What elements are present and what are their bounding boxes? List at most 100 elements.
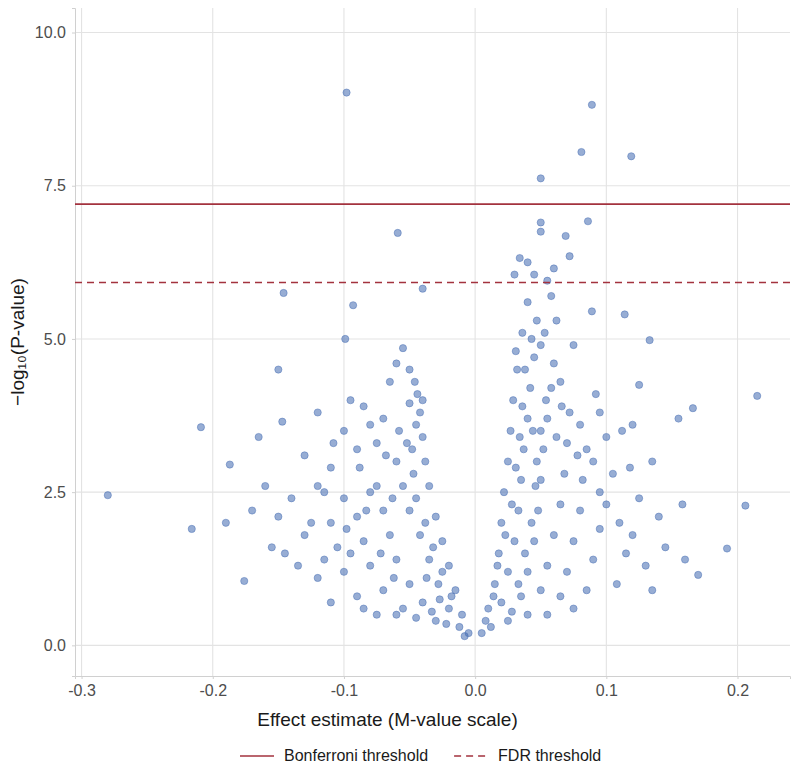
point bbox=[508, 501, 515, 508]
point bbox=[588, 308, 595, 315]
point bbox=[406, 507, 413, 514]
point bbox=[403, 440, 410, 447]
point bbox=[197, 424, 204, 431]
point bbox=[524, 568, 531, 575]
point bbox=[537, 219, 544, 226]
tick: 2.5 bbox=[44, 484, 75, 501]
point bbox=[393, 360, 400, 367]
point bbox=[495, 550, 502, 557]
point bbox=[679, 501, 686, 508]
point bbox=[695, 571, 702, 578]
point bbox=[511, 271, 518, 278]
point bbox=[616, 519, 623, 526]
tick-mark bbox=[82, 676, 83, 679]
point bbox=[343, 525, 350, 532]
point bbox=[535, 507, 542, 514]
point bbox=[576, 507, 583, 514]
point bbox=[314, 409, 321, 416]
grid-line bbox=[75, 338, 790, 339]
grid-line bbox=[81, 8, 82, 676]
tick-label: -0.3 bbox=[68, 682, 96, 699]
grid-line bbox=[737, 8, 738, 676]
point bbox=[590, 556, 597, 563]
point bbox=[603, 501, 610, 508]
point bbox=[327, 519, 334, 526]
point bbox=[428, 608, 435, 615]
point bbox=[504, 617, 511, 624]
y-axis: 0.02.55.07.510.0 bbox=[35, 9, 76, 677]
point bbox=[520, 446, 527, 453]
point bbox=[281, 550, 288, 557]
legend-item: FDR threshold bbox=[454, 747, 601, 764]
point bbox=[380, 415, 387, 422]
point bbox=[603, 433, 610, 440]
threshold-line bbox=[75, 282, 790, 284]
tick: -0.3 bbox=[68, 676, 96, 699]
point bbox=[280, 289, 287, 296]
point bbox=[380, 587, 387, 594]
point bbox=[629, 421, 636, 428]
tick-mark bbox=[475, 676, 476, 679]
point bbox=[537, 175, 544, 182]
point bbox=[373, 482, 380, 489]
point bbox=[294, 562, 301, 569]
grid bbox=[75, 8, 790, 676]
point bbox=[314, 574, 321, 581]
axis-line bbox=[72, 9, 76, 677]
point bbox=[416, 531, 423, 538]
point bbox=[301, 531, 308, 538]
threshold-line bbox=[75, 203, 790, 205]
point bbox=[590, 458, 597, 465]
point bbox=[636, 495, 643, 502]
point bbox=[557, 593, 564, 600]
tick-label: 0.0 bbox=[465, 682, 487, 699]
point bbox=[521, 550, 528, 557]
point bbox=[422, 458, 429, 465]
tick-label: 10.0 bbox=[35, 24, 66, 41]
point bbox=[367, 562, 374, 569]
point bbox=[502, 531, 509, 538]
point bbox=[395, 427, 402, 434]
point bbox=[390, 574, 397, 581]
point bbox=[507, 427, 514, 434]
point bbox=[629, 531, 636, 538]
point bbox=[386, 378, 393, 385]
point bbox=[399, 345, 406, 352]
tick-mark bbox=[344, 676, 345, 679]
point bbox=[566, 253, 573, 260]
point bbox=[413, 614, 420, 621]
grid-line bbox=[75, 492, 790, 493]
point bbox=[353, 446, 360, 453]
point bbox=[327, 464, 334, 471]
tick-label: 0.1 bbox=[596, 682, 618, 699]
point bbox=[609, 470, 616, 477]
point bbox=[553, 433, 560, 440]
point bbox=[413, 421, 420, 428]
point bbox=[521, 366, 528, 373]
grid-line bbox=[212, 8, 213, 676]
point bbox=[675, 415, 682, 422]
point bbox=[574, 452, 581, 459]
point bbox=[380, 507, 387, 514]
point bbox=[377, 550, 384, 557]
point bbox=[426, 482, 433, 489]
point bbox=[426, 556, 433, 563]
point bbox=[321, 489, 328, 496]
point bbox=[541, 329, 548, 336]
legend-item: Bonferroni threshold bbox=[240, 747, 428, 764]
chart: -0.3-0.2-0.10.00.10.20.02.55.07.510.0Eff… bbox=[0, 0, 793, 776]
point bbox=[566, 409, 573, 416]
point bbox=[570, 605, 577, 612]
point bbox=[288, 495, 295, 502]
point bbox=[419, 599, 426, 606]
point bbox=[550, 360, 557, 367]
marks bbox=[75, 89, 790, 640]
point bbox=[343, 89, 350, 96]
point bbox=[350, 302, 357, 309]
point bbox=[222, 519, 229, 526]
legend-label: Bonferroni threshold bbox=[284, 747, 428, 764]
point bbox=[515, 507, 522, 514]
point bbox=[414, 390, 421, 397]
point bbox=[409, 446, 416, 453]
plot: -0.3-0.2-0.10.00.10.20.02.55.07.510.0 bbox=[35, 8, 791, 699]
